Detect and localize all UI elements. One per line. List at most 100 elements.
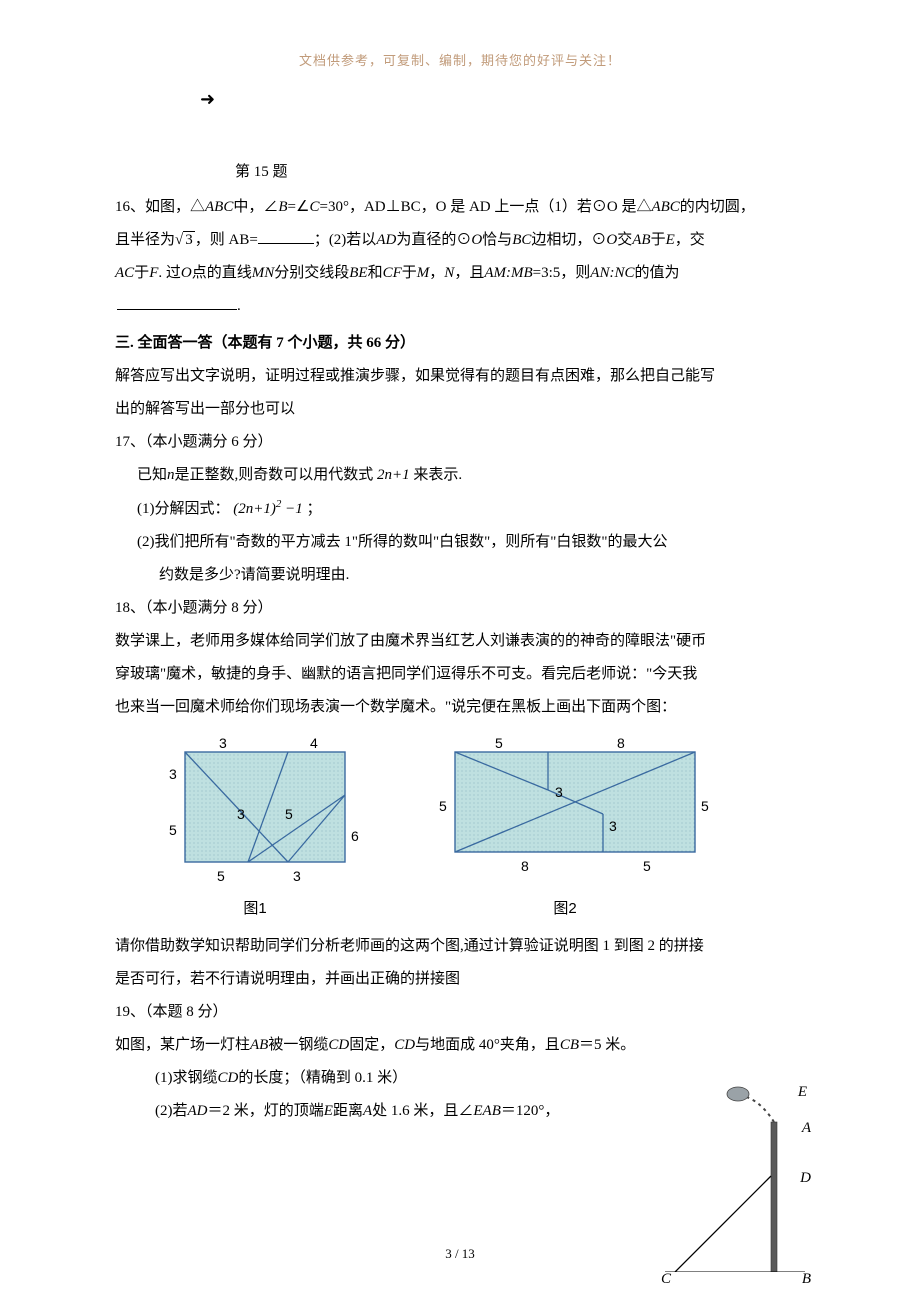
q18-l1: 数学课上，老师用多媒体给同学们放了由魔术界当红艺人刘谦表演的的神奇的障眼法"硬币 [115, 633, 706, 649]
section-3-desc: 解答应写出文字说明，证明过程或推演步骤，如果觉得有的题目有点困难，那么把自己能写… [115, 360, 805, 426]
dim-label: 3 [237, 806, 245, 822]
q19-cd: CD [328, 1037, 349, 1053]
q17-n: n [167, 467, 175, 483]
lamp-label-a: A [802, 1120, 811, 1137]
lamp-label-b: B [802, 1271, 811, 1288]
q16-mn: MN [252, 265, 275, 281]
q19-p2b: ＝2 米，灯的顶端 [208, 1103, 324, 1119]
q19-p2a: (2)若 [155, 1103, 188, 1119]
q16-t1: 16、如图，△ [115, 199, 205, 215]
lamp-label-d: D [800, 1170, 811, 1187]
dim-label: 3 [169, 766, 177, 782]
sqrt-sign: √ [175, 232, 183, 248]
q16-t2: 中，∠ [233, 199, 278, 215]
q16-l3b: . 过 [158, 265, 181, 281]
q17-p1: (1)分解因式： (2n+1)2 −1 ； [115, 492, 805, 526]
q16-l2d: 为直径的⊙ [396, 232, 471, 248]
q17-l1b: 是正整数,则奇数可以用代数式 [175, 467, 374, 483]
diagrams-row: 343565335 图1 58558533 图2 [145, 742, 805, 918]
q19-title: 19、（本题 8 分） [115, 996, 805, 1029]
s3-d1: 解答应写出文字说明，证明过程或推演步骤，如果觉得有的题目有点困难，那么把自己能写 [115, 368, 715, 384]
q16-ab2: AB [632, 232, 650, 248]
q18-l2: 穿玻璃"魔术，敏捷的身手、幽默的语言把同学们逗得乐不可支。看完后老师说："今天我 [115, 666, 697, 682]
q17-p2: (2)我们把所有"奇数的平方减去 1"所得的数叫"白银数"，则所有"白银数"的最… [115, 526, 805, 592]
q18-t2: 是否可行，若不行请说明理由，并画出正确的拼接图 [115, 971, 460, 987]
e2c: −1 [281, 501, 302, 517]
q19-l1d: 与地面成 40°夹角，且 [415, 1037, 560, 1053]
q16-l2e: 恰与 [482, 232, 512, 248]
q18-body: 数学课上，老师用多媒体给同学们放了由魔术界当红艺人刘谦表演的的神奇的障眼法"硬币… [115, 625, 805, 724]
q16-l3c: 点的直线 [192, 265, 252, 281]
q16-l2c: ；(2)若以 [314, 232, 377, 248]
sqrt3-val: 3 [183, 231, 195, 248]
fill-blank-1[interactable] [258, 230, 314, 244]
e2a: (2 [233, 501, 246, 517]
q16-l2a: 且半径为 [115, 232, 175, 248]
q16-m: M [417, 265, 430, 281]
lamp-label-e: E [798, 1084, 807, 1101]
q19-p2e: ＝120°， [501, 1103, 560, 1119]
q19-e4: E [324, 1103, 333, 1119]
q16-o1: O [471, 232, 482, 248]
lamp-figure: E A D B C [665, 1082, 805, 1272]
q16-n: N [444, 265, 454, 281]
q16-l2i: ，交 [675, 232, 705, 248]
q19-a4: A [363, 1103, 372, 1119]
q16-deg: =30°，AD⊥BC，O 是 AD 上一点（1）若⊙O 是△ [319, 199, 651, 215]
q19-l1c: 固定， [349, 1037, 394, 1053]
q16-b: B [278, 199, 287, 215]
q16-ammb: AM:MB [484, 265, 532, 281]
q16-e: E [666, 232, 675, 248]
q16-annc: AN:NC [590, 265, 634, 281]
arrow-mark: ➜ [200, 89, 805, 110]
q16-l3a: 于 [134, 265, 149, 281]
q19-p1a: (1)求钢缆 [155, 1070, 218, 1086]
figure-2-caption: 图2 [553, 897, 576, 918]
q19-l1a: 如图，某广场一灯柱 [115, 1037, 250, 1053]
fill-blank-2[interactable] [117, 296, 237, 310]
figure-2-wrap: 58558533 图2 [425, 742, 705, 918]
q16-comma: ， [429, 265, 444, 281]
section-3-title: 三. 全面答一答（本题有 7 个小题，共 66 分） [115, 331, 805, 352]
q19-l1b: 被一钢缆 [268, 1037, 328, 1053]
q19-ad3: AD [188, 1103, 208, 1119]
q19-cd3: CD [218, 1070, 239, 1086]
q19-l1e: ＝5 米。 [579, 1037, 635, 1053]
q16-l2g: 交 [617, 232, 632, 248]
s3-d2: 出的解答写出一部分也可以 [115, 401, 295, 417]
figure-1-wrap: 343565335 图1 [145, 742, 365, 918]
dim-label: 6 [351, 828, 359, 844]
dim-label: 5 [169, 822, 177, 838]
q19-cd2: CD [394, 1037, 415, 1053]
page-footer: 3 / 13 [0, 1246, 920, 1262]
dim-label: 8 [617, 735, 625, 751]
dim-label: 8 [521, 858, 529, 874]
q18-t1: 请你借助数学知识帮助同学们分析老师画的这两个图,通过计算验证说明图 1 到图 2… [115, 938, 704, 954]
dim-label: 5 [285, 806, 293, 822]
q16-tail1: 的内切圆， [680, 199, 755, 215]
dim-label: 5 [217, 868, 225, 884]
figure-1: 343565335 [145, 742, 365, 887]
q16-c: C [309, 199, 319, 215]
q17-l1a: 已知 [137, 467, 167, 483]
q16-l2b: ，则 AB= [195, 232, 258, 248]
q16-and: 和 [368, 265, 383, 281]
dim-label: 3 [219, 735, 227, 751]
q16-abc: ABC [205, 199, 233, 215]
q16-abc2: ABC [651, 199, 679, 215]
figure-2: 58558533 [425, 742, 705, 887]
q16-cf: CF [383, 265, 402, 281]
lamp-svg [665, 1082, 805, 1272]
figure-1-caption: 图1 [243, 897, 266, 918]
header-note: 文档供参考，可复制、编制，期待您的好评与关注！ [115, 50, 805, 69]
dim-label: 3 [609, 818, 617, 834]
q16-l3f: ，且 [454, 265, 484, 281]
dim-label: 5 [701, 798, 709, 814]
dim-label: 3 [555, 784, 563, 800]
q16-be: BE [349, 265, 367, 281]
q17-line1: 已知n是正整数,则奇数可以用代数式 2n+1 来表示. [115, 459, 805, 492]
q16-ad: AD [376, 232, 396, 248]
q16-l3d: 分别交线段 [274, 265, 349, 281]
q17-expr1: 2n+1 [377, 467, 410, 483]
dim-label: 3 [293, 868, 301, 884]
